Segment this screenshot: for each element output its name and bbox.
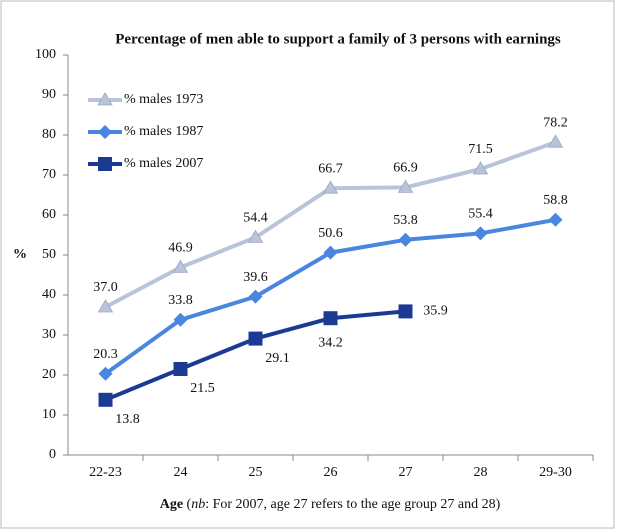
marker [398,304,413,319]
y-tick-label: 20 [42,367,56,382]
y-tick-label: 40 [42,287,56,302]
marker [98,125,112,139]
x-axis-label-part: nb [191,497,205,512]
data-label: 46.9 [168,241,193,256]
data-label: 20.3 [93,347,118,362]
y-tick-label: 100 [35,47,56,62]
data-label: 58.8 [543,193,568,208]
marker [248,331,263,346]
marker [173,362,188,376]
data-label: 35.9 [423,304,448,319]
x-tick-label: 25 [249,465,263,480]
legend-label: % males 2007 [124,156,203,171]
data-label: 50.6 [318,226,343,241]
x-axis-label-part: ( [183,497,192,512]
data-label: 39.6 [243,270,268,285]
marker [98,392,113,407]
marker [98,157,112,171]
data-label: 78.2 [543,115,568,130]
data-label: 29.1 [265,351,290,366]
y-axis-label: % [13,247,27,262]
marker [97,299,114,313]
data-label: 66.7 [318,161,343,176]
x-axis-label: Age (nb: For 2007, age 27 refers to the … [160,497,501,512]
y-tick-label: 0 [49,447,56,462]
x-tick-label: 29-30 [539,465,572,480]
x-tick-label: 22-23 [89,465,122,480]
data-label: 37.0 [93,280,118,295]
x-tick-label: 24 [174,465,188,480]
marker [472,161,489,175]
data-label: 71.5 [468,142,493,157]
y-tick-label: 50 [42,247,56,262]
x-axis-label-part: : For 2007, age 27 refers to the age gro… [205,497,500,512]
marker [323,311,338,326]
marker [473,226,488,241]
chart-title: Percentage of men able to support a fami… [115,31,561,47]
data-label: 34.2 [318,335,343,350]
marker [97,92,113,106]
data-label: 54.4 [243,211,268,226]
marker [323,245,338,260]
y-tick-label: 70 [42,167,56,182]
data-label: 33.8 [168,293,193,308]
legend-label: % males 1987 [124,124,203,139]
legend-label: % males 1973 [124,92,203,107]
y-tick-label: 80 [42,127,56,142]
data-label: 53.8 [393,213,418,228]
marker [548,212,563,227]
marker [322,180,339,194]
data-label: 66.9 [393,161,418,176]
x-tick-label: 27 [399,465,413,480]
marker [98,366,113,381]
y-tick-label: 10 [42,407,56,422]
data-label: 21.5 [190,381,215,396]
marker [247,229,264,243]
marker [547,134,564,148]
y-tick-label: 30 [42,327,56,342]
data-label: 55.4 [468,207,493,222]
x-tick-label: 26 [324,465,338,480]
data-label: 13.8 [115,412,140,427]
y-tick-label: 90 [42,87,56,102]
marker [173,312,188,327]
marker [248,289,263,304]
marker [172,259,189,273]
x-axis-label-part: Age [160,497,183,512]
marker [397,179,414,193]
x-tick-label: 28 [474,465,488,480]
marker [398,232,413,247]
y-tick-label: 60 [42,207,56,222]
